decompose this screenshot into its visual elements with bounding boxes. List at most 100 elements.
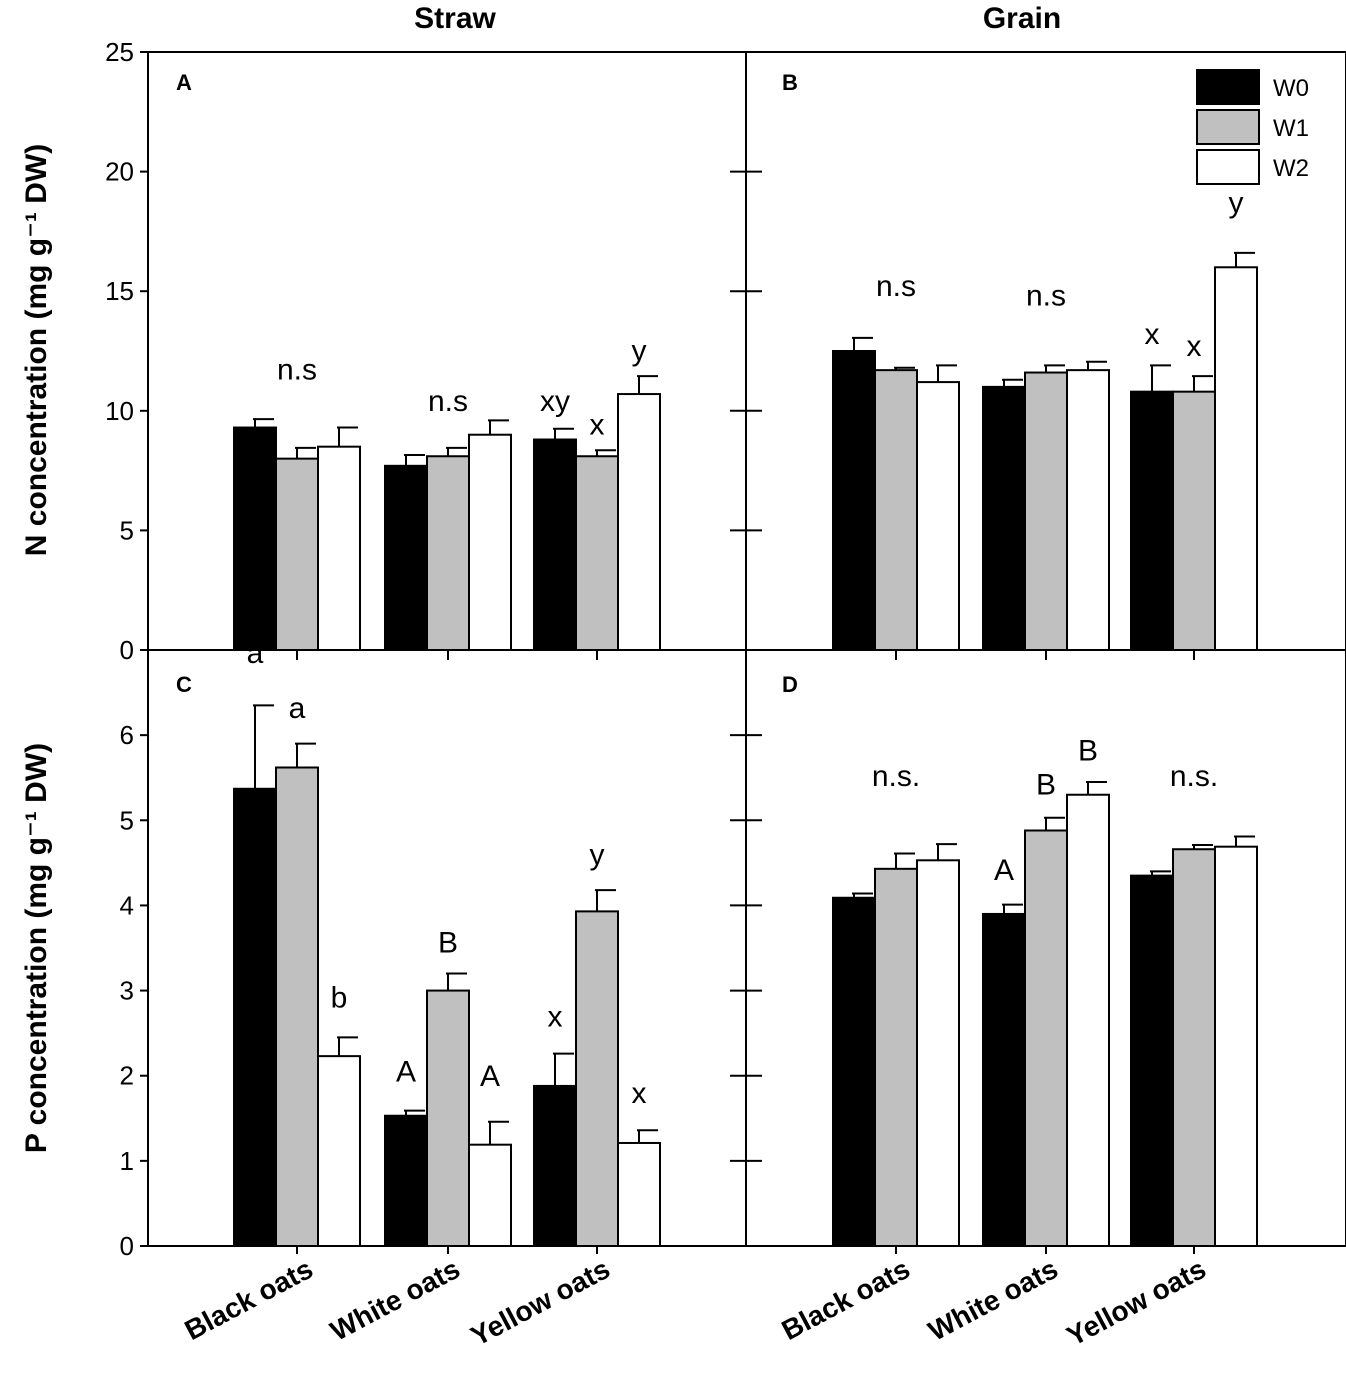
error-bar-b-w0-cat1 (1002, 378, 1023, 387)
x-label-straw-yellow-oats: Yellow oats (466, 1253, 615, 1352)
annotation-c-4: B (438, 926, 458, 959)
bar-a-w2-cat0 (317, 445, 361, 651)
legend-swatch-w2 (1196, 149, 1260, 185)
error-bar-d-w1-cat2 (1192, 843, 1213, 850)
error-bar-b-w1-cat1 (1044, 364, 1065, 373)
legend: W0 W1 W2 (1196, 69, 1309, 185)
bar-d-w0-cat2 (1130, 874, 1174, 1248)
error-bar-a-w0-cat2 (553, 427, 574, 440)
bar-c-w0-cat2 (533, 1084, 577, 1247)
bar-c-w1-cat0 (275, 766, 319, 1247)
y-axis-title-n: N concentration (mg g⁻¹ DW) (20, 144, 53, 556)
y-tick-label-c: 1 (120, 1146, 134, 1176)
annotation-b-1: n.s (1026, 280, 1066, 313)
annotation-d-3: B (1078, 735, 1098, 768)
bar-d-w2-cat2 (1214, 845, 1258, 1247)
bar-a-w0-cat2 (533, 438, 577, 651)
x-label-straw-white-oats: White oats (325, 1253, 465, 1347)
legend-label-w0: W0 (1273, 75, 1309, 102)
legend-label-w2: W2 (1273, 155, 1309, 182)
error-bar-c-w0-cat0 (253, 704, 274, 789)
x-label-grain-white-oats: White oats (923, 1253, 1063, 1347)
legend-swatch-w1 (1196, 109, 1260, 145)
error-bar-c-w2-cat2 (637, 1129, 658, 1143)
bar-d-w1-cat2 (1172, 848, 1216, 1248)
annotation-a-1: n.s (428, 385, 468, 418)
column-title-grain: Grain (983, 2, 1061, 35)
bar-b-w0-cat2 (1130, 390, 1174, 651)
error-bar-a-w1-cat1 (446, 446, 467, 457)
bar-a-w2-cat1 (468, 433, 512, 651)
annotation-d-4: n.s. (1170, 760, 1218, 793)
error-bar-a-w1-cat2 (595, 449, 616, 457)
error-bar-b-w0-cat0 (852, 336, 873, 351)
bar-d-w0-cat0 (832, 896, 876, 1247)
error-bar-d-w1-cat0 (894, 852, 915, 869)
y-tick-label-c: 0 (120, 1231, 134, 1261)
bar-b-w0-cat0 (832, 350, 876, 651)
panel-letter-c: C (176, 672, 192, 697)
panel-letter-b: B (782, 70, 798, 95)
bar-d-w2-cat1 (1066, 793, 1110, 1247)
bar-c-w1-cat1 (426, 989, 470, 1247)
error-bar-a-w0-cat1 (404, 454, 425, 466)
error-bar-a-w0-cat0 (253, 418, 274, 428)
error-bar-b-w1-cat2 (1192, 375, 1213, 392)
y-tick-label-a: 0 (120, 635, 134, 665)
y-tick-label-c: 5 (120, 805, 134, 835)
annotation-c-2: b (331, 982, 348, 1015)
error-bar-a-w2-cat1 (488, 419, 509, 435)
error-bar-a-w2-cat2 (637, 375, 658, 395)
y-tick-label-a: 25 (105, 37, 134, 67)
bar-a-w0-cat0 (233, 426, 277, 651)
annotation-c-6: x (548, 1000, 563, 1033)
bar-b-w1-cat0 (874, 369, 918, 651)
bar-b-w1-cat1 (1024, 371, 1068, 651)
error-bar-a-w2-cat0 (337, 426, 358, 447)
annotation-a-2: xy (540, 385, 570, 418)
y-tick-label-c: 4 (120, 890, 134, 920)
y-tick-label-a: 10 (105, 396, 134, 426)
error-bar-b-w0-cat2 (1150, 364, 1171, 392)
error-bar-a-w1-cat0 (295, 446, 316, 459)
error-bar-b-w2-cat2 (1234, 251, 1255, 268)
annotation-b-2: x (1145, 318, 1160, 351)
annotation-c-7: y (590, 839, 605, 872)
annotation-d-2: B (1036, 769, 1056, 802)
bar-c-w2-cat0 (317, 1055, 361, 1248)
x-label-straw-black-oats: Black oats (180, 1253, 318, 1346)
annotation-b-4: y (1229, 186, 1244, 219)
bar-d-w0-cat1 (982, 912, 1026, 1247)
annotation-d-1: A (994, 854, 1014, 887)
annotation-c-0: a (247, 637, 264, 670)
bar-c-w0-cat0 (233, 787, 277, 1247)
error-bar-b-w2-cat0 (936, 364, 957, 383)
error-bar-c-w0-cat2 (553, 1052, 574, 1086)
legend-swatch-w0 (1196, 69, 1260, 105)
error-bar-c-w0-cat1 (404, 1109, 425, 1116)
legend-label-w1: W1 (1273, 115, 1309, 142)
annotation-d-0: n.s. (872, 760, 920, 793)
bar-a-w1-cat2 (575, 455, 619, 651)
bar-c-w2-cat2 (617, 1141, 661, 1248)
error-bar-c-w2-cat0 (337, 1036, 358, 1057)
y-tick-label-c: 3 (120, 976, 134, 1006)
annotation-b-3: x (1187, 330, 1202, 363)
annotation-c-3: A (396, 1056, 416, 1089)
y-axis-title-p: P concentration (mg g⁻¹ DW) (20, 743, 53, 1153)
bar-c-w0-cat1 (384, 1114, 428, 1248)
error-bar-c-w1-cat0 (295, 742, 316, 768)
error-bar-c-w1-cat2 (595, 889, 616, 912)
annotation-a-3: x (590, 409, 605, 442)
error-bar-b-w2-cat1 (1086, 360, 1107, 371)
error-bar-c-w1-cat1 (446, 972, 467, 991)
bar-d-w1-cat1 (1024, 829, 1068, 1247)
bar-c-w2-cat1 (468, 1143, 512, 1248)
bar-c-w1-cat2 (575, 910, 619, 1247)
annotation-a-4: y (632, 335, 647, 368)
x-label-grain-black-oats: Black oats (777, 1253, 915, 1346)
error-bar-b-w1-cat0 (894, 366, 915, 371)
y-tick-label-a: 15 (105, 276, 134, 306)
error-bar-d-w0-cat0 (852, 892, 873, 898)
